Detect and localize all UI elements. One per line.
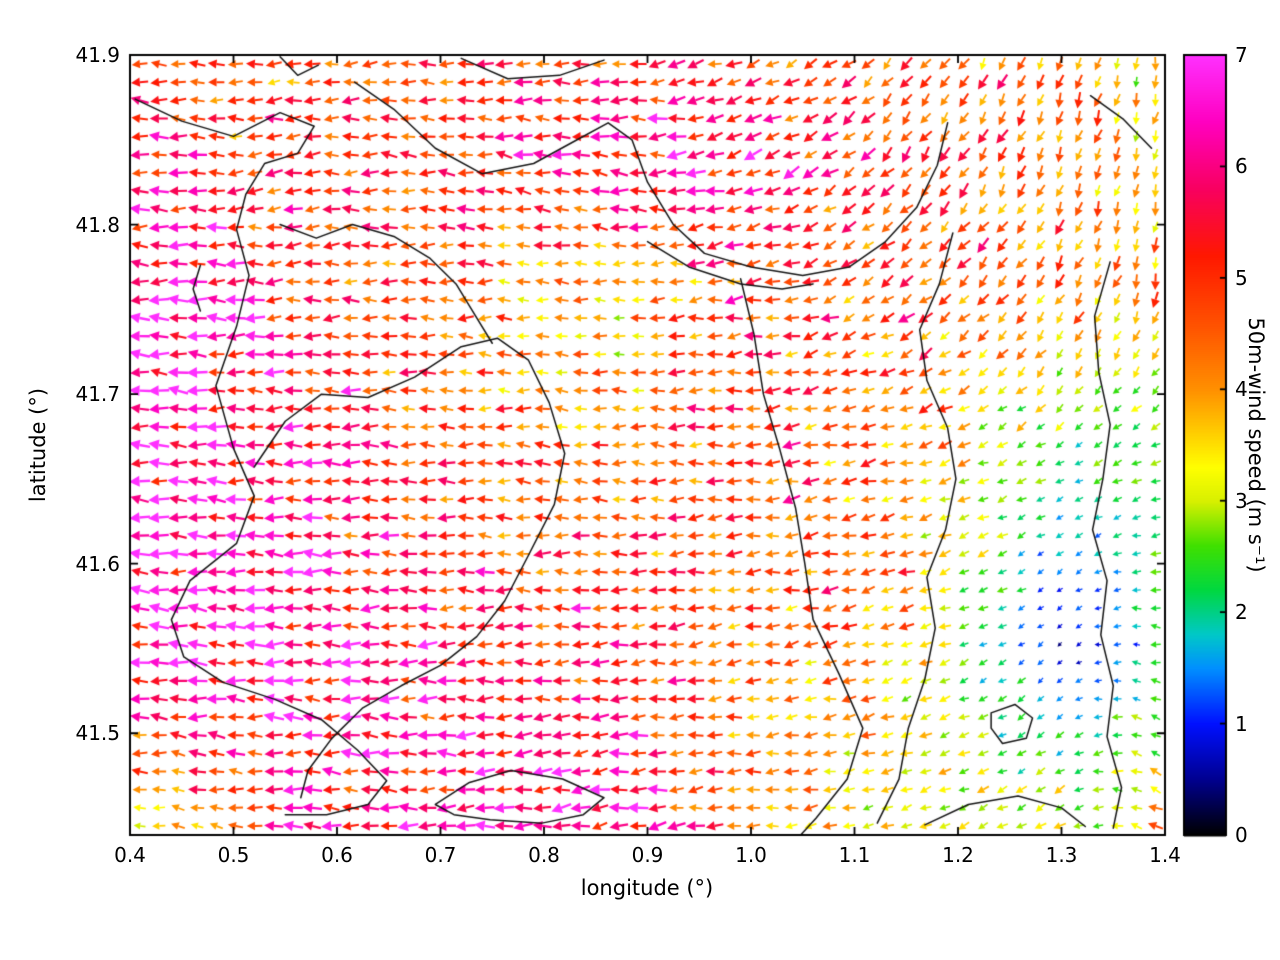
- colorbar-tick-label: 0: [1235, 823, 1248, 847]
- colorbar-tick-label: 6: [1235, 154, 1248, 179]
- y-tick-label: 41.5: [75, 721, 120, 746]
- colorbar-label: 50m-wind speed (m s⁻¹): [1244, 317, 1268, 573]
- x-tick-label: 1.1: [838, 843, 871, 867]
- colorbar-tick-label: 4: [1235, 377, 1248, 402]
- x-tick-label: 1.3: [1045, 843, 1078, 867]
- colorbar-tick-label: 7: [1235, 43, 1248, 67]
- y-tick-label: 41.7: [75, 382, 120, 407]
- x-axis-label: longitude (°): [580, 876, 714, 900]
- colorbar-tick-label: 2: [1235, 600, 1248, 625]
- x-tick-label: 0.8: [528, 843, 560, 867]
- x-tick-label: 0.7: [424, 843, 457, 867]
- y-tick-label: 41.8: [75, 212, 120, 237]
- colorbar-tick-label: 5: [1235, 265, 1248, 290]
- y-axis-label: latitude (°): [26, 387, 50, 503]
- x-tick-label: 1.4: [1149, 843, 1181, 867]
- y-tick-label: 41.6: [75, 551, 120, 576]
- y-tick-label: 41.9: [75, 43, 120, 67]
- x-tick-label: 0.5: [217, 843, 250, 867]
- x-tick-label: 1.2: [942, 843, 974, 867]
- x-tick-label: 0.6: [321, 843, 353, 867]
- colorbar-tick-label: 3: [1235, 488, 1248, 513]
- x-tick-label: 1.0: [735, 843, 767, 867]
- x-tick-label: 0.9: [631, 843, 664, 867]
- x-tick-label: 0.4: [114, 843, 146, 867]
- colorbar-tick-label: 1: [1235, 711, 1248, 736]
